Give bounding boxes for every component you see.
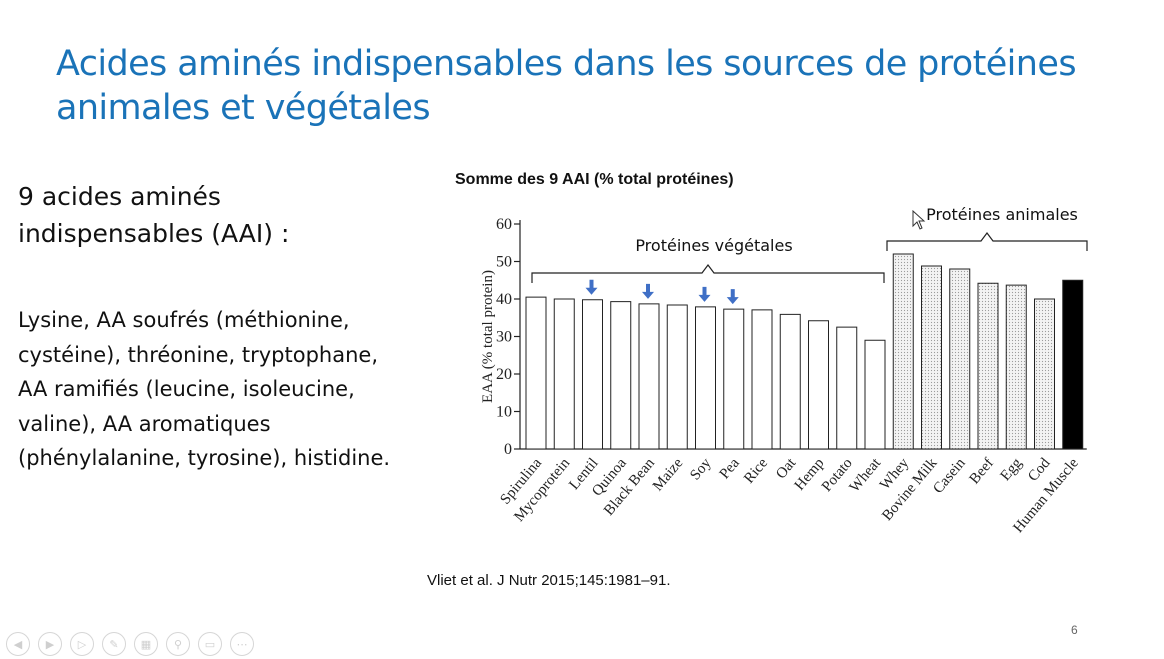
y-tick-label-30: 30 <box>496 329 512 346</box>
brace-animal-proteins <box>886 232 1088 251</box>
bar-maize <box>666 304 688 450</box>
bar-black-bean <box>638 303 660 450</box>
x-tick-label-egg: Egg <box>998 455 1026 484</box>
bar-oat <box>779 313 801 450</box>
bar-hemp <box>808 320 829 450</box>
highlight-arrow-pea <box>730 289 735 299</box>
y-tick-label-10: 10 <box>496 404 512 421</box>
x-tick-label-pea: Pea <box>717 455 743 482</box>
citation: Vliet et al. J Nutr 2015;145:1981–91. <box>427 572 671 589</box>
highlight-arrowhead-soy <box>698 294 711 302</box>
previous-slide-icon[interactable]: ◀ <box>6 632 30 656</box>
y-tick-label-0: 0 <box>504 441 512 458</box>
x-tick-label-wheat: Wheat <box>847 455 885 496</box>
bar-casein <box>949 268 971 450</box>
bar-quinoa <box>610 301 632 450</box>
bar-cod <box>1034 298 1055 450</box>
y-tick-label-40: 40 <box>496 291 512 308</box>
brace-plant-proteins <box>531 264 885 283</box>
left-heading: 9 acides aminés indispensables (AAI) : <box>18 182 290 248</box>
bar-lentil <box>582 299 603 450</box>
play-icon[interactable]: ▶ <box>38 632 62 656</box>
slide-title: Acides aminés indispensables dans les so… <box>56 44 1077 128</box>
slides-grid-icon[interactable]: ▦ <box>134 632 158 656</box>
bar-whey <box>892 253 914 450</box>
group-label-animal: Protéines animales <box>926 205 1078 224</box>
more-options-icon[interactable]: ⋯ <box>230 632 254 656</box>
zoom-icon[interactable]: ⚲ <box>166 632 190 656</box>
bar-potato <box>836 326 858 450</box>
bar-rice <box>751 309 773 450</box>
bar-egg <box>1005 284 1027 450</box>
y-tick-label-20: 20 <box>496 366 512 383</box>
y-axis-label: EAA (% total protein) <box>480 270 496 403</box>
y-tick-label-50: 50 <box>496 254 512 271</box>
chart-title: Somme des 9 AAI (% total protéines) <box>455 171 734 188</box>
bar-spirulina <box>525 296 547 450</box>
x-tick-label-rice: Rice <box>741 455 771 487</box>
highlight-arrowhead-pea <box>726 297 739 305</box>
amino-acid-list: Lysine, AA soufrés (méthionine, cystéine… <box>18 308 391 470</box>
highlight-arrowhead-lentil <box>585 287 598 295</box>
x-tick-label-soy: Soy <box>687 455 715 484</box>
page-number: 6 <box>1071 623 1078 637</box>
x-tick-label-beef: Beef <box>967 455 997 487</box>
bar-beef <box>977 282 999 450</box>
highlight-arrow-black-bean <box>646 283 650 293</box>
y-tick-label-60: 60 <box>496 216 512 233</box>
group-label-plant: Protéines végétales <box>635 236 792 255</box>
x-tick-label-casein: Casein <box>930 455 969 497</box>
pen-icon[interactable]: ✎ <box>102 632 126 656</box>
bar-soy <box>695 306 716 450</box>
highlight-arrow-lentil <box>589 279 594 289</box>
highlight-arrow-soy <box>702 286 707 296</box>
next-slide-icon[interactable]: ▷ <box>70 632 94 656</box>
mouse-cursor-icon <box>912 210 926 230</box>
bar-bovine-milk <box>921 265 942 450</box>
slideshow-toolbar: ◀ ▶ ▷ ✎ ▦ ⚲ ▭ ⋯ <box>6 632 254 656</box>
highlight-arrowhead-black-bean <box>642 291 654 299</box>
x-tick-label-maize: Maize <box>650 455 687 494</box>
screen-icon[interactable]: ▭ <box>198 632 222 656</box>
bar-wheat <box>864 339 886 450</box>
bar-pea <box>723 308 745 450</box>
bar-human-muscle <box>1062 279 1084 450</box>
bar-mycoprotein <box>553 298 575 450</box>
